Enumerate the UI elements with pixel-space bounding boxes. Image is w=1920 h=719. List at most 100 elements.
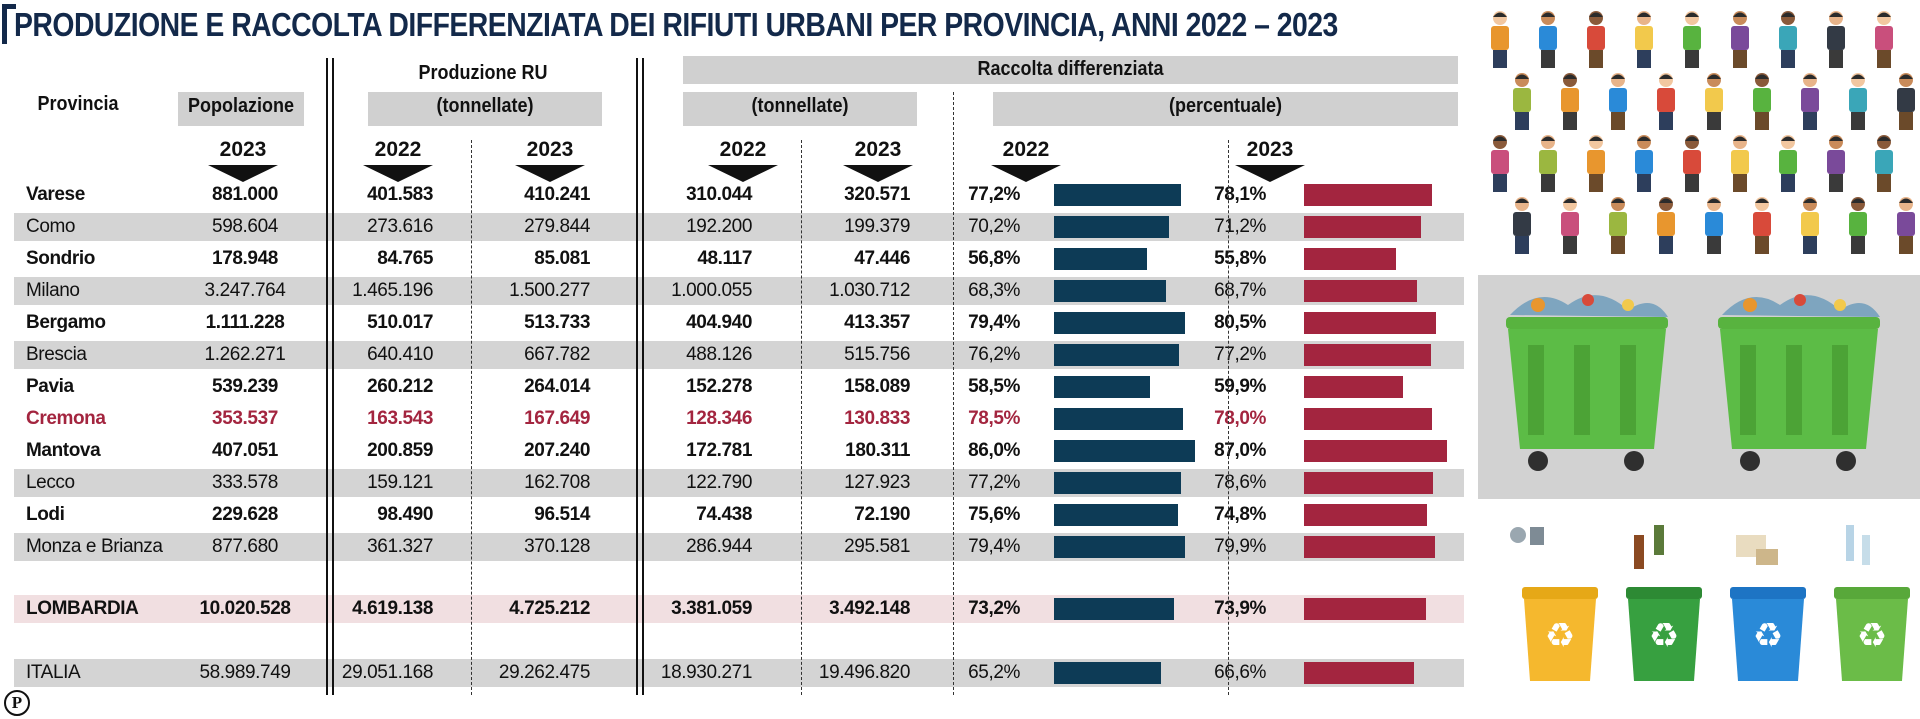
person-icon xyxy=(1635,11,1653,68)
cell-pr23: 167.649 xyxy=(524,408,590,429)
recycling-bins-illustration: ♻ ♻ ♻ ♻ xyxy=(1510,525,1910,681)
arrow-down-icon xyxy=(515,165,585,182)
column-divider xyxy=(636,58,638,695)
cell-pct23: 78,1% xyxy=(1214,184,1266,205)
cell-rd23: 180.311 xyxy=(845,440,910,461)
cell-rd22: 172.781 xyxy=(686,440,752,461)
cell-pct23: 66,6% xyxy=(1214,662,1266,683)
cell-pct22: 75,6% xyxy=(968,504,1020,525)
cell-pop: 539.239 xyxy=(212,376,278,397)
cell-rd22: 192.200 xyxy=(686,216,752,237)
bar-2022 xyxy=(1054,598,1175,620)
cell-pr22: 273.616 xyxy=(367,216,433,237)
cell-pr23: 279.844 xyxy=(524,216,590,237)
cell-provincia: Como xyxy=(26,216,76,237)
blue-recycling-bin-icon: ♻ xyxy=(1730,535,1806,681)
person-icon xyxy=(1705,197,1723,254)
table-row: Lodi 229.628 98.490 96.514 74.438 72.190 75,6%… xyxy=(14,501,1464,529)
cell-provincia: Brescia xyxy=(26,344,87,365)
cell-pop: 598.604 xyxy=(212,216,278,237)
bar-2022 xyxy=(1054,440,1196,462)
cell-rd23: 413.357 xyxy=(844,312,910,333)
cell-pr22: 401.583 xyxy=(367,184,433,205)
cell-provincia: Bergamo xyxy=(26,312,106,333)
year-pct-2023: 2023 xyxy=(1246,138,1294,161)
cell-pct22: 79,4% xyxy=(968,536,1020,557)
bar-2023 xyxy=(1304,504,1427,526)
large-green-container-icon xyxy=(1506,294,1668,471)
svg-text:♻: ♻ xyxy=(1649,616,1679,656)
bar-2022 xyxy=(1054,312,1185,334)
person-icon xyxy=(1753,197,1771,254)
cell-pct22: 68,3% xyxy=(968,280,1020,301)
column-divider xyxy=(332,58,334,695)
year-pr-2023: 2023 xyxy=(526,138,574,161)
publisher-logo-icon: P xyxy=(4,690,30,716)
cell-rd23: 158.089 xyxy=(844,376,910,397)
person-icon xyxy=(1875,11,1893,68)
column-divider xyxy=(326,58,328,695)
table-row: Monza e Brianza 877.680 361.327 370.128 286.… xyxy=(14,533,1464,561)
cell-pop: 881.000 xyxy=(212,184,278,205)
person-icon xyxy=(1561,73,1579,130)
person-icon xyxy=(1635,135,1653,192)
cell-rd22: 310.044 xyxy=(686,184,752,205)
bar-2022 xyxy=(1054,344,1180,366)
cell-pr23: 29.262.475 xyxy=(498,662,590,683)
cell-pr22: 361.327 xyxy=(367,536,433,557)
header-popolazione: Popolazione xyxy=(187,95,295,117)
bar-2023 xyxy=(1304,440,1447,462)
cell-rd22: 286.944 xyxy=(686,536,752,557)
cell-rd22: 404.940 xyxy=(686,312,752,333)
cell-pr22: 163.543 xyxy=(367,408,433,429)
header-raccolta-ton: (tonnellate) xyxy=(751,95,849,117)
bar-2022 xyxy=(1054,662,1162,684)
cell-pct23: 55,8% xyxy=(1214,248,1266,269)
person-icon xyxy=(1753,73,1771,130)
svg-text:♻: ♻ xyxy=(1753,616,1783,656)
arrow-down-icon xyxy=(208,165,278,182)
header-raccolta-box xyxy=(683,56,1458,84)
cell-rd22: 152.278 xyxy=(686,376,752,397)
header-raccolta-pct-box xyxy=(993,92,1458,126)
bar-2022 xyxy=(1054,536,1185,558)
cell-rd23: 320.571 xyxy=(844,184,910,205)
dashed-divider xyxy=(801,140,802,695)
year-pct-2022: 2022 xyxy=(1002,138,1050,161)
cell-pop: 58.989.749 xyxy=(199,662,291,683)
cell-pct23: 68,7% xyxy=(1214,280,1266,301)
bar-2023 xyxy=(1304,536,1436,558)
person-icon xyxy=(1609,73,1627,130)
person-icon xyxy=(1801,197,1819,254)
person-icon xyxy=(1801,73,1819,130)
cell-pct22: 79,4% xyxy=(968,312,1020,333)
table-row: Bergamo 1.111.228 510.017 513.733 404.940 413… xyxy=(14,309,1464,337)
cell-pr22: 1.465.196 xyxy=(352,280,433,301)
cell-pct22: 77,2% xyxy=(968,184,1020,205)
cell-pct22: 73,2% xyxy=(968,598,1020,619)
cell-rd23: 515.756 xyxy=(844,344,910,365)
table-row: Mantova 407.051 200.859 207.240 172.781 180.3… xyxy=(14,437,1464,465)
crowd-illustration xyxy=(1491,11,1915,254)
table-row: Milano 3.247.764 1.465.196 1.500.277 1.000.0… xyxy=(14,277,1464,305)
bar-2023 xyxy=(1304,408,1433,430)
table-row: Cremona 353.537 163.543 167.649 128.346 130.8… xyxy=(14,405,1464,433)
cell-rd22: 74.438 xyxy=(696,504,752,525)
cell-pr23: 264.014 xyxy=(524,376,590,397)
header-popolazione-box xyxy=(178,92,304,126)
cell-pop: 1.262.271 xyxy=(204,344,286,365)
bins-illustration xyxy=(1478,275,1920,499)
cell-pct22: 77,2% xyxy=(968,472,1020,493)
person-icon xyxy=(1827,135,1845,192)
cell-provincia: Cremona xyxy=(26,408,106,429)
bar-2023 xyxy=(1304,184,1433,206)
cell-rd22: 48.117 xyxy=(697,248,752,269)
cell-pr23: 1.500.277 xyxy=(509,280,590,301)
cell-pct22: 78,5% xyxy=(968,408,1020,429)
cell-pct23: 71,2% xyxy=(1214,216,1266,237)
cell-pr23: 410.241 xyxy=(524,184,590,205)
arrow-down-icon xyxy=(1235,165,1305,182)
person-icon xyxy=(1827,11,1845,68)
person-icon xyxy=(1491,135,1509,192)
bar-2022 xyxy=(1054,280,1167,302)
